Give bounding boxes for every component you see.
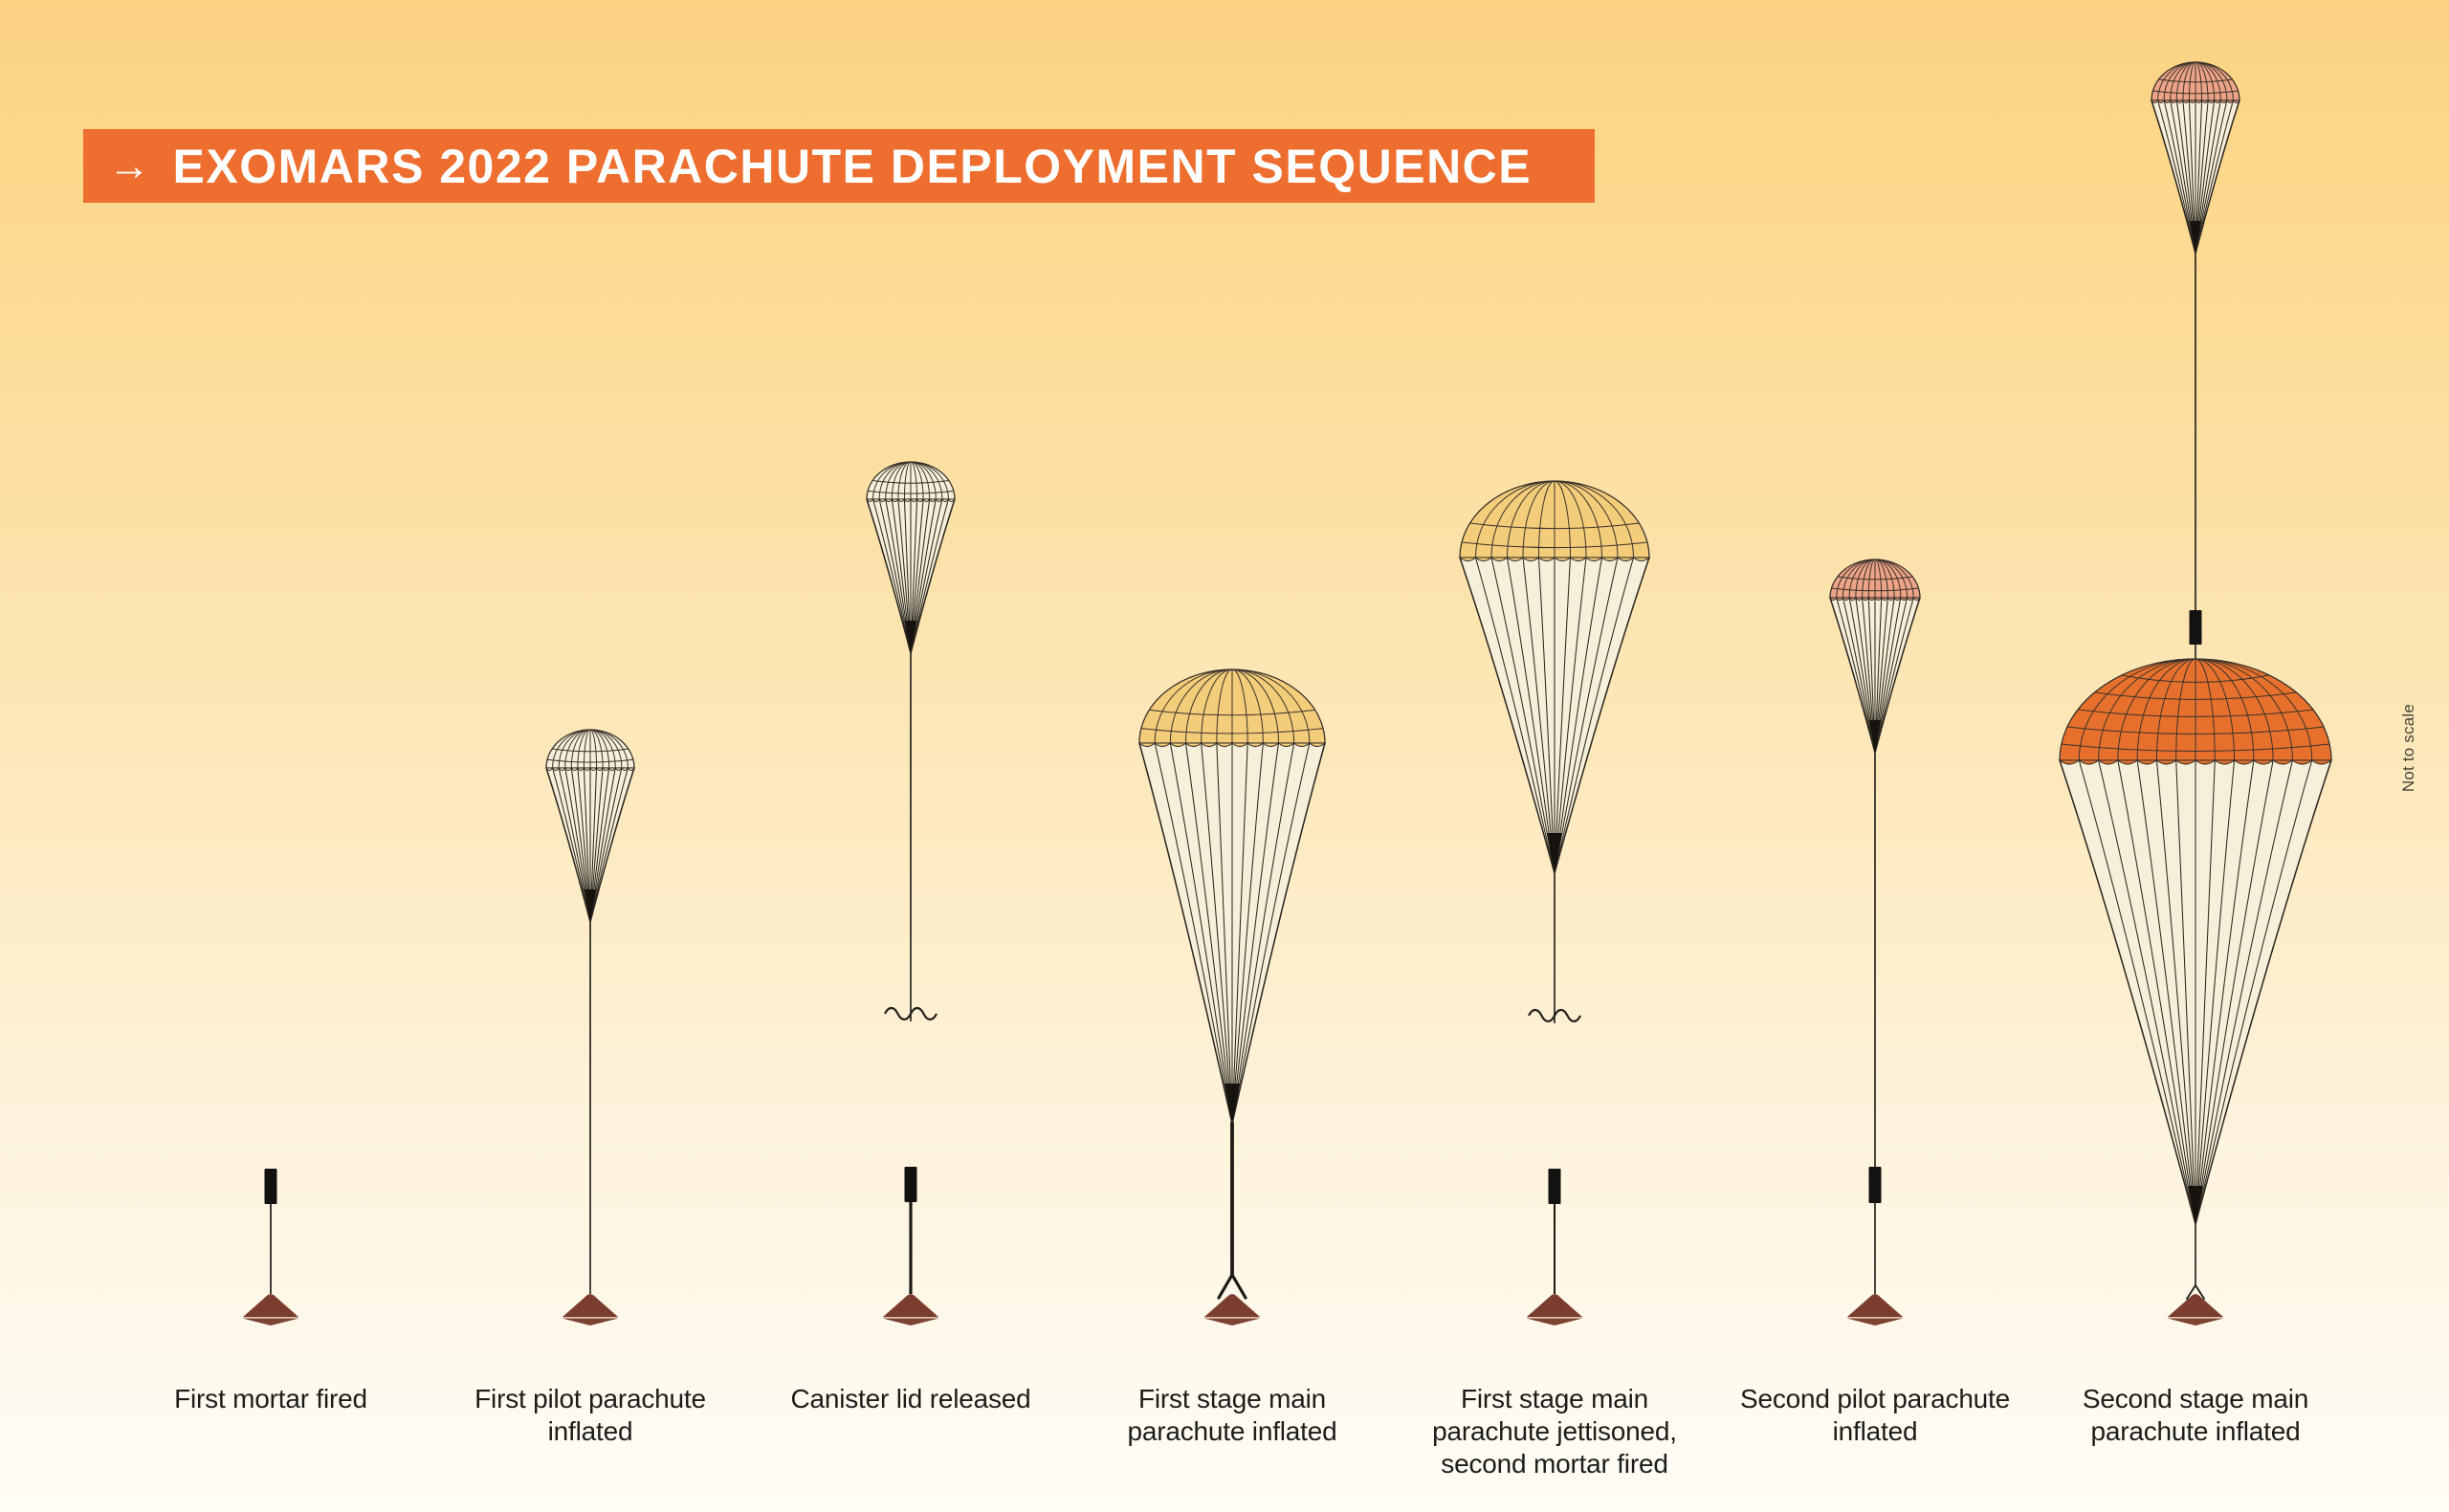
stage-figure-5 — [1458, 480, 1651, 1326]
stage-caption-5: First stage main parachute jettisoned, s… — [1432, 1384, 1677, 1479]
stage-figure-2 — [544, 729, 636, 1326]
pilot-parachute — [1828, 559, 1922, 754]
not-to-scale-label: Not to scale — [2399, 704, 2417, 793]
mortar-tube — [1548, 1169, 1561, 1204]
descent-module — [2168, 1294, 2223, 1326]
bridle-lines — [2186, 1284, 2205, 1300]
stage-caption-1: First mortar fired — [174, 1384, 367, 1413]
stage-figure-6 — [1828, 559, 1922, 1326]
pilot-parachute — [2150, 61, 2241, 254]
bridle-lines — [1217, 1273, 1247, 1300]
arrow-right-icon: → — [108, 142, 152, 189]
main-parachute — [1458, 480, 1651, 874]
stage-figure-3 — [865, 461, 957, 1326]
mortar-tube — [904, 1167, 917, 1202]
stage-figure-7 — [2058, 61, 2333, 1326]
descent-module — [1204, 1294, 1260, 1326]
main-parachute — [2058, 658, 2333, 1225]
pilot-parachute — [544, 729, 636, 923]
main-parachute — [1137, 668, 1327, 1125]
mortar-tube — [2189, 610, 2202, 645]
stage-caption-2: First pilot parachute inflated — [474, 1384, 706, 1446]
stage-caption-7: Second stage main parachute inflated — [2082, 1384, 2309, 1446]
released-lid-line — [1528, 1008, 1581, 1023]
mortar-tube — [264, 1169, 277, 1204]
descent-module — [243, 1294, 298, 1326]
stage-caption-4: First stage main parachute inflated — [1127, 1384, 1337, 1446]
descent-module — [563, 1294, 618, 1326]
stage-figure-4 — [1137, 668, 1327, 1326]
pilot-parachute — [865, 461, 957, 654]
page-title: EXOMARS 2022 PARACHUTE DEPLOYMENT SEQUEN… — [172, 139, 1533, 193]
title-banner: → EXOMARS 2022 PARACHUTE DEPLOYMENT SEQU… — [83, 129, 1595, 203]
descent-module — [1847, 1294, 1903, 1326]
released-lid-line — [884, 1006, 938, 1021]
descent-module — [1527, 1294, 1582, 1326]
stage-figure-1 — [243, 1169, 298, 1326]
stage-caption-3: Canister lid released — [790, 1384, 1031, 1413]
mortar-tube — [1868, 1167, 1882, 1203]
stage-caption-6: Second pilot parachute inflated — [1739, 1384, 2011, 1446]
descent-module — [883, 1294, 938, 1326]
